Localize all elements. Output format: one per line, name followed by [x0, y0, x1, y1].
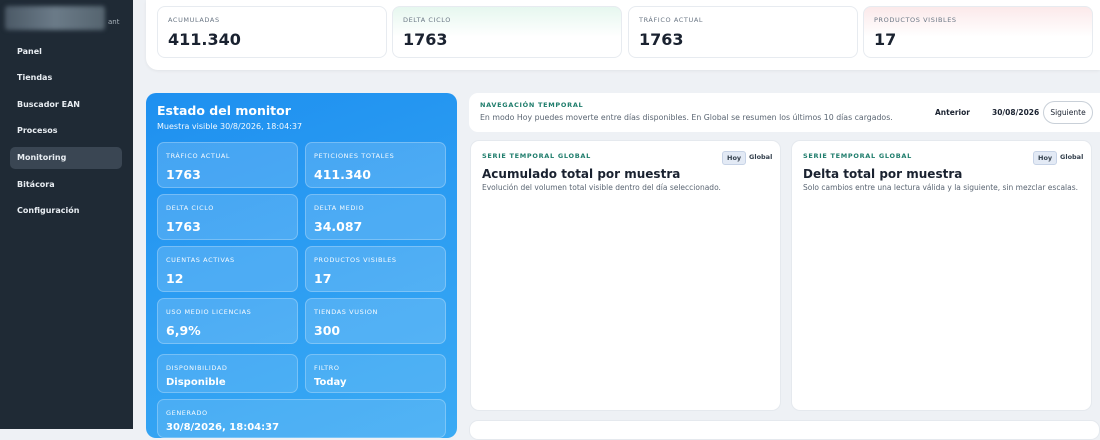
chart-subtitle: Evolución del volumen total visible dent…	[482, 183, 721, 192]
monitor-title: Estado del monitor	[157, 103, 291, 118]
monitor-label: TIENDAS VUSION	[314, 308, 379, 316]
monitor-label: TRÁFICO ACTUAL	[166, 152, 231, 160]
monitor-label: CUENTAS ACTIVAS	[166, 256, 235, 264]
kpi-card: PRODUCTOS VISIBLES 17	[863, 6, 1093, 58]
monitor-label: DISPONIBILIDAD	[166, 364, 228, 372]
chart-kicker: SERIE TEMPORAL GLOBAL	[482, 152, 591, 160]
kpi-label: ACUMULADAS	[168, 16, 220, 24]
chart-card: SERIE TEMPORAL GLOBAL Hoy Global Acumulado …	[470, 140, 781, 411]
chart-card: SERIE TEMPORAL GLOBAL Hoy Global Delta tota…	[791, 140, 1092, 411]
monitor-card: FILTRO Today	[305, 354, 446, 393]
monitor-value: 17	[314, 271, 332, 286]
kpi-value: 17	[874, 30, 897, 49]
monitor-card: TRÁFICO ACTUAL 1763	[157, 142, 298, 188]
kpi-value: 1763	[403, 30, 448, 49]
monitor-value: 411.340	[314, 167, 371, 182]
chart-subtitle: Solo cambios entre una lectura válida y …	[803, 183, 1079, 192]
monitor-card: TIENDAS VUSION 300	[305, 298, 446, 344]
nav-text: En modo Hoy puedes moverte entre días di…	[480, 113, 893, 122]
nav-item[interactable]: Procesos	[17, 126, 58, 135]
monitor-card: USO MEDIO LICENCIAS 6,9%	[157, 298, 298, 344]
monitor-value: 300	[314, 323, 341, 338]
monitor-grid: TRÁFICO ACTUAL 1763 PETICIONES TOTALES 411.…	[157, 142, 446, 438]
monitor-label: PETICIONES TOTALES	[314, 152, 395, 160]
monitor-label: DELTA MEDIO	[314, 204, 365, 212]
date: 30/08/2026	[992, 108, 1040, 117]
nav-item[interactable]: Tiendas	[17, 73, 53, 82]
monitor-card: DELTA CICLO 1763	[157, 194, 298, 240]
kpi-label: DELTA CICLO	[403, 16, 451, 24]
monitor-value: Disponible	[166, 377, 226, 388]
monitor-card: PETICIONES TOTALES 411.340	[305, 142, 446, 188]
chart-kicker: SERIE TEMPORAL GLOBAL	[803, 152, 912, 160]
monitor-value: 1763	[166, 167, 201, 182]
monitor-value: 1763	[166, 219, 201, 234]
toggle[interactable]: Global	[1060, 153, 1084, 161]
monitor-subtitle: Muestra visible 30/8/2026, 18:04:37	[157, 122, 303, 131]
monitor-value: 6,9%	[166, 323, 201, 338]
kpi-card: ACUMULADAS 411.340	[157, 6, 387, 58]
kpi-value: 1763	[639, 30, 684, 49]
monitor-card: DISPONIBILIDAD Disponible	[157, 354, 298, 393]
nav-item[interactable]: Monitoring	[10, 147, 122, 169]
chart-title: Delta total por muestra	[803, 167, 963, 181]
monitor-label: DELTA CICLO	[166, 204, 214, 212]
toggle[interactable]: Hoy	[1033, 151, 1058, 165]
monitor-label: GENERADO	[166, 409, 208, 417]
monitor-label: PRODUCTOS VISIBLES	[314, 256, 397, 264]
kpi-label: TRÁFICO ACTUAL	[639, 16, 704, 24]
monitor-value: 34.087	[314, 219, 363, 234]
monitor-panel: Estado del monitor Muestra visible 30/8/…	[146, 93, 457, 438]
chart-title: Acumulado total por muestra	[482, 167, 681, 181]
monitor-card: CUENTAS ACTIVAS 12	[157, 246, 298, 292]
monitor-value: 12	[166, 271, 184, 286]
nav-kicker: NAVEGACIÓN TEMPORAL	[480, 101, 584, 109]
monitor-card: DELTA MEDIO 34.087	[305, 194, 446, 240]
logo	[5, 6, 105, 30]
nav-item[interactable]: Buscador EAN	[17, 100, 80, 109]
monitor-value: Today	[314, 377, 347, 388]
monitor-value: 30/8/2026, 18:04:37	[166, 422, 280, 433]
nav-item[interactable]: Configuración	[17, 206, 80, 215]
toggle[interactable]: Hoy	[722, 151, 747, 165]
monitor-card: PRODUCTOS VISIBLES 17	[305, 246, 446, 292]
kpi-card: DELTA CICLO 1763	[392, 6, 622, 58]
sidebar: ant Panel Tiendas Buscador EAN Procesos Moni…	[0, 0, 133, 429]
kpi-value: 411.340	[168, 30, 241, 49]
nav-item[interactable]: Bitácora	[17, 180, 55, 189]
monitor-label: USO MEDIO LICENCIAS	[166, 308, 252, 316]
kpi-label: PRODUCTOS VISIBLES	[874, 16, 957, 24]
brand-suffix: ant	[108, 18, 120, 26]
kpi-card: TRÁFICO ACTUAL 1763	[628, 6, 858, 58]
toggle[interactable]: Global	[749, 153, 773, 161]
nav-item[interactable]: Panel	[17, 47, 42, 56]
monitor-label: FILTRO	[314, 364, 340, 372]
navigation-panel: NAVEGACIÓN TEMPORAL En modo Hoy puedes m…	[469, 93, 1100, 132]
next-button[interactable]: Siguiente	[1043, 101, 1093, 124]
prev-button[interactable]: Anterior	[935, 108, 970, 117]
